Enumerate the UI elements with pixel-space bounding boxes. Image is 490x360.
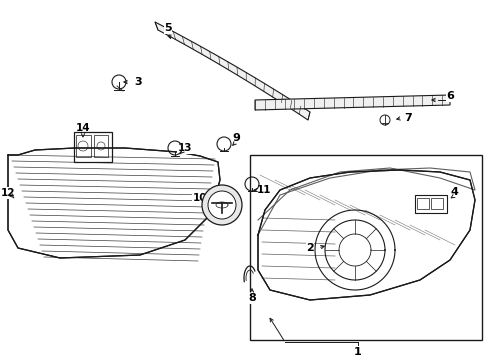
Polygon shape: [155, 22, 310, 120]
Text: 12: 12: [1, 188, 15, 198]
Bar: [415, 195, 447, 213]
Circle shape: [202, 185, 242, 225]
Text: 5: 5: [164, 23, 172, 33]
Bar: [94, 135, 108, 157]
Bar: [76, 135, 91, 157]
Text: 4: 4: [450, 187, 458, 197]
Text: 3: 3: [134, 77, 142, 87]
Polygon shape: [8, 148, 220, 258]
Polygon shape: [255, 95, 450, 110]
Text: 6: 6: [446, 91, 454, 101]
Circle shape: [208, 191, 236, 219]
Text: 9: 9: [232, 133, 240, 143]
Text: 14: 14: [75, 123, 90, 133]
Text: 1: 1: [354, 347, 362, 357]
Bar: [74, 132, 112, 162]
Text: 7: 7: [404, 113, 412, 123]
Text: 10: 10: [193, 193, 207, 203]
Bar: [250, 155, 482, 340]
Polygon shape: [258, 170, 475, 300]
Bar: [431, 198, 443, 209]
Bar: [417, 198, 429, 209]
Text: 8: 8: [248, 293, 256, 303]
Text: 2: 2: [306, 243, 314, 253]
Text: 11: 11: [257, 185, 271, 195]
Text: 13: 13: [178, 143, 192, 153]
